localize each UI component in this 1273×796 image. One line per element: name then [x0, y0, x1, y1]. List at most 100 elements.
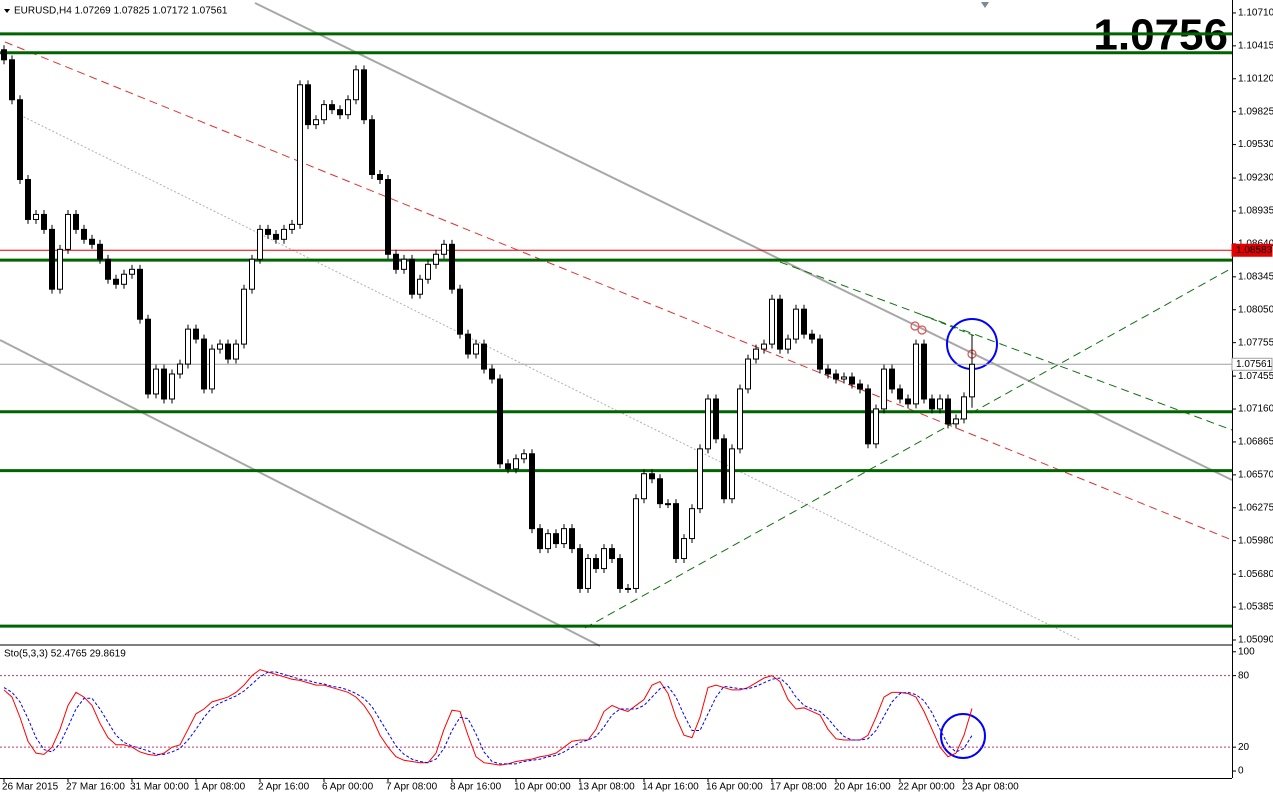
candle: [577, 544, 583, 593]
candle-body: [929, 398, 935, 410]
candle: [761, 339, 767, 354]
candle: [137, 264, 143, 324]
y-tick-label: 1.06865: [1238, 437, 1273, 448]
candle: [873, 404, 879, 449]
candle-body: [353, 69, 359, 101]
candle: [769, 294, 775, 349]
candle-body: [489, 368, 495, 380]
candle-body: [673, 503, 679, 560]
candle-body: [697, 448, 703, 510]
candle-body: [49, 228, 55, 290]
candle-body: [513, 458, 519, 470]
candle: [361, 65, 367, 125]
candle-body: [81, 228, 87, 240]
x-tick-label: 26 Mar 2015: [2, 782, 59, 793]
candle: [425, 259, 431, 284]
candle: [753, 344, 759, 364]
candle: [265, 224, 271, 239]
candle-body: [665, 503, 671, 506]
candle: [441, 239, 447, 259]
candle-body: [737, 388, 743, 450]
candle-body: [905, 398, 911, 405]
price-label-box: [1231, 357, 1273, 371]
candle: [489, 364, 495, 384]
x-tick-label: 22 Apr 00:00: [898, 782, 955, 793]
candle: [721, 434, 727, 504]
candle: [257, 224, 263, 264]
candle: [41, 209, 47, 234]
candle-body: [657, 478, 663, 505]
candle: [377, 170, 383, 184]
candle-body: [505, 463, 511, 470]
candle-body: [945, 398, 951, 425]
y-tick-label: 1.08935: [1238, 206, 1273, 217]
candle: [281, 224, 287, 244]
candle: [129, 264, 135, 279]
candle-body: [177, 363, 183, 375]
candle: [473, 339, 479, 359]
y-tick-label: 1.10415: [1238, 40, 1273, 51]
candle-body: [761, 343, 767, 350]
candle: [49, 224, 55, 294]
candle-body: [201, 338, 207, 390]
candle-body: [921, 343, 927, 400]
candle: [713, 394, 719, 444]
candle: [457, 284, 463, 339]
candle: [209, 344, 215, 394]
candle-body: [369, 119, 375, 175]
candle: [537, 524, 543, 554]
candle: [897, 384, 903, 404]
price-label: 1.07561: [1236, 359, 1273, 370]
candle: [921, 339, 927, 404]
candle-body: [809, 333, 815, 340]
candle: [369, 115, 375, 179]
x-tick-label: 13 Apr 08:00: [578, 782, 635, 793]
candle: [529, 449, 535, 534]
candle-body: [577, 548, 583, 589]
candle: [225, 339, 231, 364]
candle-body: [473, 343, 479, 355]
candle-body: [449, 243, 455, 290]
candle-body: [817, 338, 823, 370]
candle-body: [913, 343, 919, 405]
candle: [657, 474, 663, 509]
candle: [193, 324, 199, 344]
candle-body: [769, 298, 775, 345]
candle-body: [33, 213, 39, 220]
candle: [97, 239, 103, 264]
candle-body: [121, 273, 127, 285]
candle: [465, 329, 471, 359]
candle-body: [401, 258, 407, 270]
x-tick-label: 16 Apr 00:00: [706, 782, 763, 793]
candle-body: [1, 49, 7, 61]
candle: [105, 254, 111, 284]
candle: [297, 80, 303, 229]
signal-marker: [917, 325, 927, 335]
candle-body: [857, 383, 863, 390]
candle-body: [497, 378, 503, 465]
signal-marker: [910, 321, 920, 331]
candle-body: [833, 373, 839, 380]
candle-body: [625, 587, 631, 590]
candle: [185, 324, 191, 369]
candle: [929, 394, 935, 414]
candle: [561, 524, 567, 549]
y-tick-label: 20: [1238, 742, 1250, 753]
x-tick-label: 8 Apr 16:00: [450, 782, 502, 793]
candle-body: [249, 258, 255, 290]
candle-body: [361, 69, 367, 121]
candle: [729, 444, 735, 504]
candle-body: [881, 368, 887, 410]
candle: [321, 100, 327, 125]
indicator-title: Sto(5,3,3) 52.4765 29.8619: [4, 649, 126, 660]
candle: [177, 359, 183, 379]
candle: [809, 329, 815, 344]
candle: [617, 554, 623, 593]
candle-body: [281, 228, 287, 240]
candle-body: [849, 376, 855, 385]
candle-body: [681, 538, 687, 560]
candle-body: [9, 59, 15, 101]
candle-body: [961, 396, 967, 420]
x-tick-label: 10 Apr 00:00: [514, 782, 571, 793]
candle-body: [73, 213, 79, 230]
